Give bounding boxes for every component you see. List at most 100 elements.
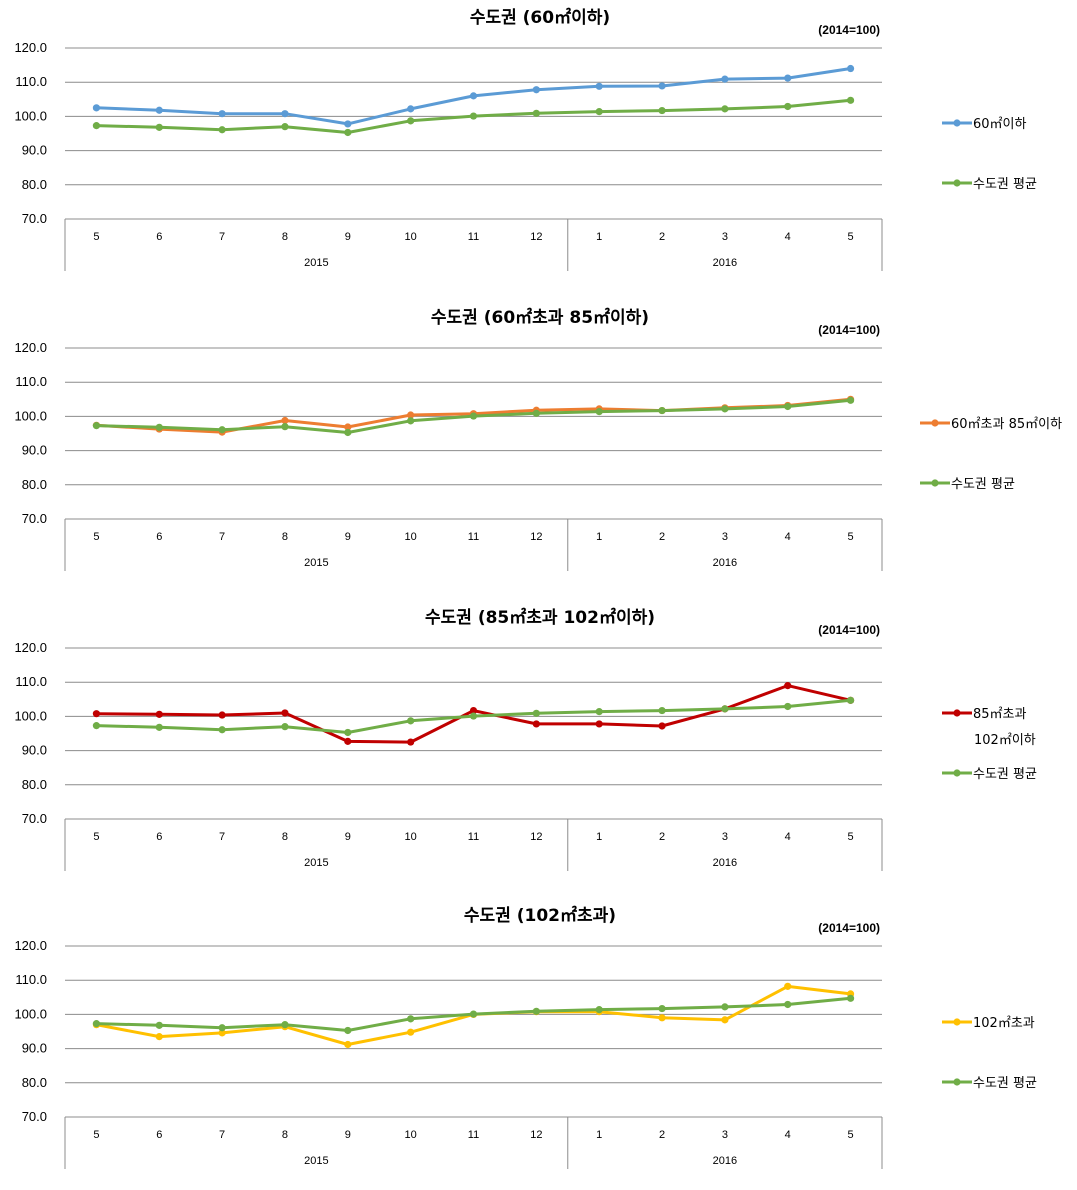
data-point [784,102,792,111]
x-tick-label: 8 [282,231,288,243]
x-tick-label: 5 [848,231,854,243]
data-point [595,108,603,116]
x-tick-label: 1 [596,831,602,843]
data-point [92,722,101,730]
year-group-label: 2016 [713,257,737,269]
x-tick-label: 9 [345,831,351,843]
data-point [92,104,101,112]
data-point [344,737,352,745]
data-point [721,1016,729,1024]
y-tick-label: 70.0 [22,511,47,526]
chart-60-to-85: 수도권 (60㎡초과 85㎡이하) (2014=100) 120.0 110.0 100… [0,300,1077,592]
data-point [92,1020,101,1028]
x-tick-label: 5 [848,831,854,843]
legend-label: 102㎡이하 [974,733,1036,748]
data-point [344,120,352,128]
data-point [658,1014,666,1022]
data-point [407,411,415,419]
data-point [532,709,540,717]
year-group-label: 2015 [304,857,328,869]
data-point [469,1010,478,1018]
x-tick-label: 5 [848,1129,854,1141]
x-tick-label: 1 [596,231,602,243]
data-point [92,122,101,130]
chart-svg: 수도권 (85㎡초과 102㎡이하) (2014=100) 120.0 110.0 10… [14,607,1037,871]
data-point [784,682,792,690]
x-tick-label: 9 [345,1129,351,1141]
x-tick-label: 10 [405,531,417,543]
data-point [658,82,666,90]
data-point [407,417,415,425]
chart-85-to-102: 수도권 (85㎡초과 102㎡이하) (2014=100) 120.0 110.0 10… [0,600,1077,892]
data-point [532,1007,540,1015]
data-point [344,423,352,431]
data-point [218,1024,226,1032]
x-tick-label: 6 [156,831,162,843]
x-tick-label: 8 [282,531,288,543]
x-tick-label: 5 [93,1129,99,1141]
legend-label: 수도권 평균 [973,767,1037,782]
x-tick-label: 2 [659,831,665,843]
data-point [658,106,666,115]
chart-102-over: 수도권 (102㎡초과) (2014=100) 120.0 110.0 100.0 90.… [0,898,1077,1190]
data-point [344,128,352,137]
data-point [784,702,792,711]
data-point [595,720,603,728]
chart-title: 수도권 (60㎡초과 85㎡이하) [431,307,649,328]
data-point [155,1021,163,1029]
y-tick-label: 100.0 [14,108,47,123]
data-point [595,82,603,90]
chart-title: 수도권 (60㎡이하) [470,7,610,28]
x-tick-label: 1 [596,1129,602,1141]
x-tick-label: 12 [530,1129,542,1141]
x-tick-label: 3 [722,1129,728,1141]
y-tick-label: 80.0 [22,477,47,492]
x-tick-label: 2 [659,531,665,543]
x-tick-label: 1 [596,531,602,543]
data-point [92,710,101,718]
y-tick-label: 100.0 [14,708,47,723]
x-tick-label: 3 [722,531,728,543]
legend-swatch-marker [931,419,939,427]
data-point [155,423,163,431]
data-point [407,1015,415,1023]
data-point [532,409,540,417]
data-point [155,1033,163,1041]
data-point [281,416,289,425]
data-point [784,74,792,82]
x-tick-label: 7 [219,831,225,843]
data-point [344,1026,352,1035]
data-point [344,728,352,737]
data-point [469,92,478,100]
data-point [846,994,855,1002]
data-point [721,105,729,113]
data-point [721,75,729,83]
base-year-note: (2014=100) [818,921,880,935]
x-tick-label: 3 [722,231,728,243]
x-tick-label: 7 [219,231,225,243]
data-point [595,408,603,416]
y-tick-label: 90.0 [22,1041,47,1056]
data-point [281,1021,289,1029]
data-point [407,738,415,746]
x-tick-label: 4 [785,831,791,843]
data-point [218,110,226,118]
legend-label: 60㎡이하 [973,117,1027,132]
data-point [784,982,792,990]
x-tick-label: 8 [282,1129,288,1141]
x-tick-label: 5 [848,531,854,543]
data-point [344,428,352,437]
y-tick-label: 120.0 [14,938,47,953]
legend-label: 수도권 평균 [973,1076,1037,1091]
legend-swatch-marker [953,179,961,187]
data-point [658,406,666,415]
x-tick-label: 9 [345,231,351,243]
x-tick-label: 3 [722,831,728,843]
chart-60-under: 수도권 (60㎡이하) (2014=100) 120.0 110.0 100.0 90.0… [0,0,1077,292]
legend-swatch-marker [953,1078,961,1086]
data-point [469,712,478,720]
data-point [281,723,289,731]
chart-svg: 수도권 (102㎡초과) (2014=100) 120.0 110.0 100.0 90.… [14,905,1037,1169]
data-point [784,402,792,411]
chart-svg: 수도권 (60㎡초과 85㎡이하) (2014=100) 120.0 110.0 100… [14,307,1062,571]
